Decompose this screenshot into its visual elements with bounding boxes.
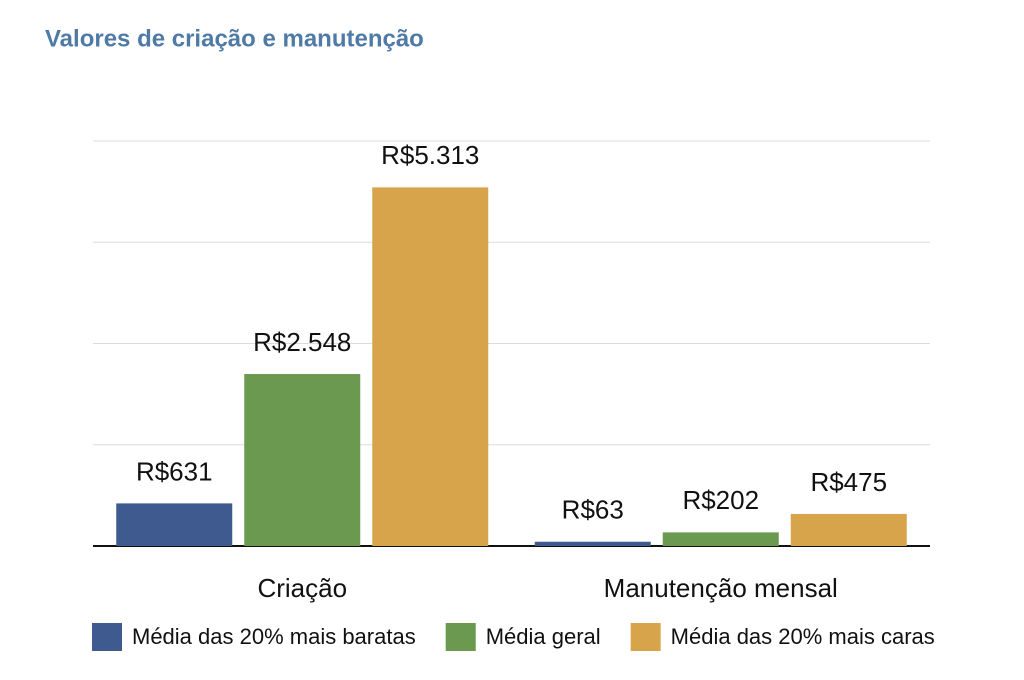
x-tick-label: Manutenção mensal bbox=[604, 573, 838, 603]
bar bbox=[662, 532, 779, 546]
chart-title: Valores de criação e manutenção bbox=[45, 25, 424, 52]
bar bbox=[790, 513, 907, 546]
legend-label: Média das 20% mais baratas bbox=[132, 624, 416, 649]
legend-swatch bbox=[92, 623, 122, 651]
bar bbox=[372, 187, 489, 546]
value-label: R$63 bbox=[562, 495, 624, 525]
legend-swatch bbox=[630, 623, 661, 651]
value-label: R$631 bbox=[136, 456, 213, 486]
bar bbox=[534, 541, 651, 546]
legend-label: Média das 20% mais caras bbox=[671, 624, 935, 649]
value-label: R$2.548 bbox=[253, 327, 351, 357]
x-tick-label: Criação bbox=[257, 573, 347, 603]
legend-swatch bbox=[445, 623, 476, 651]
legend-label: Média geral bbox=[486, 624, 601, 649]
value-label: R$202 bbox=[682, 485, 759, 515]
bar bbox=[116, 503, 233, 546]
bar bbox=[244, 374, 361, 546]
value-label: R$5.313 bbox=[381, 140, 479, 170]
value-label: R$475 bbox=[810, 467, 887, 497]
